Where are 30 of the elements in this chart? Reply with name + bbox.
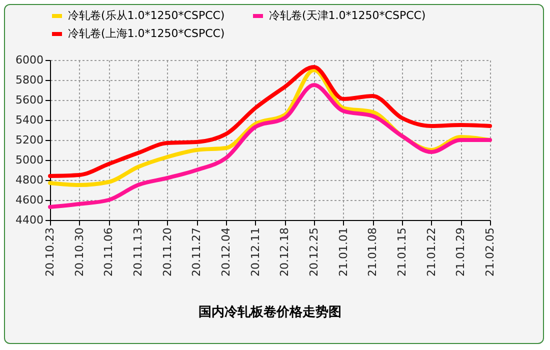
x-tick-label: 21.02.05 — [484, 228, 496, 276]
x-tick-label: 21.01.15 — [396, 228, 408, 276]
y-tick-label: 5400 — [16, 114, 44, 126]
x-tick-label: 20.10.23 — [44, 228, 56, 276]
y-tick-label: 5200 — [16, 134, 44, 146]
x-tick-label: 20.11.20 — [160, 228, 174, 276]
x-tick-label: 21.01.29 — [454, 228, 468, 276]
legend-label: 冷轧卷(上海1.0*1250*CSPCC) — [68, 27, 225, 40]
x-tick-label: 20.11.13 — [132, 228, 144, 276]
y-tick-label: 6000 — [16, 54, 44, 66]
x-tick-label: 20.11.06 — [102, 228, 116, 276]
y-tick-label: 5000 — [16, 154, 44, 166]
x-tick-label: 20.12.04 — [220, 228, 232, 276]
legend-label: 冷轧卷(天津1.0*1250*CSPCC) — [269, 9, 426, 22]
x-tick-label: 21.01.22 — [424, 228, 438, 276]
y-tick-label: 4400 — [16, 214, 44, 226]
y-tick-label: 5800 — [16, 74, 44, 86]
x-tick-label: 21.01.01 — [336, 228, 350, 276]
x-tick-label: 20.10.30 — [72, 228, 86, 276]
text: 国内冷轧板卷价格走势图 — [198, 304, 342, 320]
x-tick-label: 20.11.27 — [190, 228, 204, 276]
y-tick-label: 4600 — [16, 194, 44, 206]
x-tick-label: 21.01.08 — [366, 228, 380, 276]
x-tick-label: 20.12.11 — [248, 228, 262, 276]
y-tick-label: 5600 — [16, 94, 44, 106]
y-tick-label: 4800 — [16, 174, 44, 186]
x-tick-label: 20.12.18 — [278, 228, 292, 276]
legend-label: 冷轧卷(乐从1.0*1250*CSPCC) — [68, 9, 225, 22]
line-series — [48, 83, 492, 209]
x-tick-label: 20.12.25 — [308, 228, 320, 276]
